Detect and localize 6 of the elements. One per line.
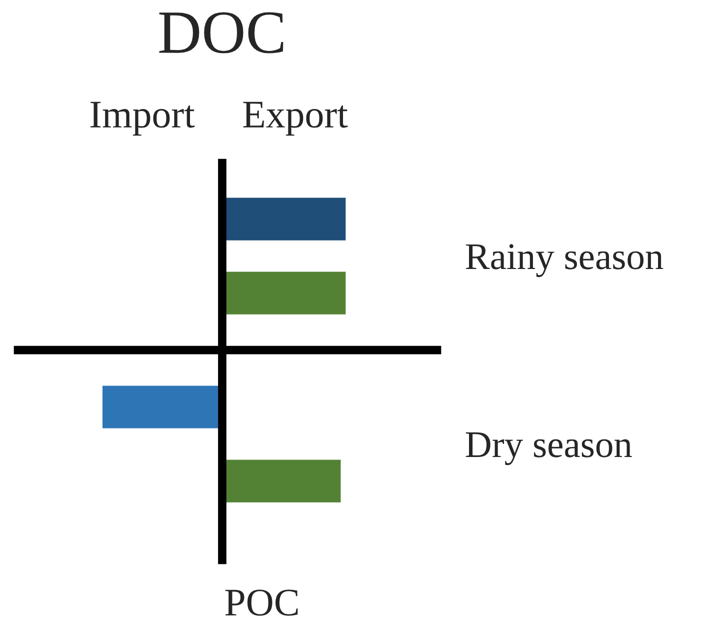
y-tick-label: Dry season: [466, 432, 632, 466]
y-tick-label: Rainy season: [466, 244, 664, 278]
text: Import: [90, 102, 195, 136]
text: DOC: [159, 12, 284, 54]
text: POC: [225, 590, 298, 616]
text: Export: [243, 102, 348, 136]
